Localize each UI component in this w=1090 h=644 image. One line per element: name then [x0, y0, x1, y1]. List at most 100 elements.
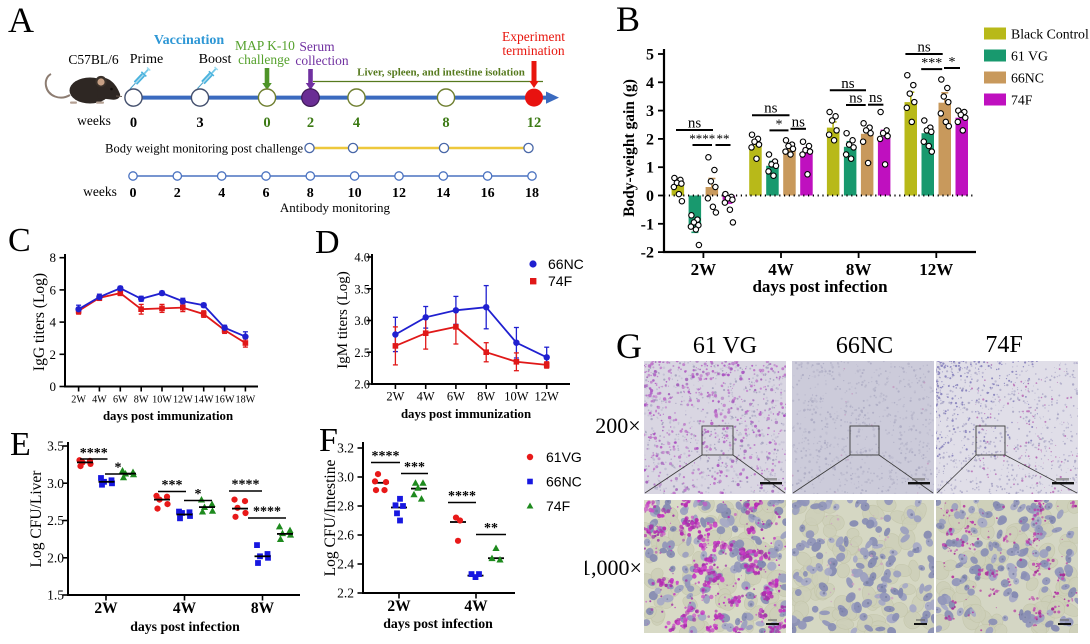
svg-text:2.8: 2.8	[337, 499, 354, 514]
svg-text:ns: ns	[688, 116, 702, 132]
svg-text:****: ****	[448, 489, 476, 504]
svg-text:74F: 74F	[985, 332, 1022, 358]
svg-text:C: C	[8, 225, 31, 259]
svg-text:8: 8	[307, 186, 314, 201]
svg-text:3.5: 3.5	[354, 282, 370, 296]
svg-text:3.2: 3.2	[337, 441, 354, 456]
svg-text:12: 12	[527, 115, 542, 131]
svg-text:***: ***	[404, 460, 425, 475]
svg-text:8: 8	[50, 250, 57, 265]
svg-text:**: **	[484, 521, 498, 536]
svg-text:IgG titers (Log): IgG titers (Log)	[31, 273, 48, 371]
svg-text:12: 12	[392, 186, 406, 201]
svg-text:termination: termination	[502, 43, 564, 58]
svg-text:-2: -2	[641, 245, 654, 262]
svg-text:Antibody monitoring: Antibody monitoring	[280, 200, 391, 215]
svg-text:18: 18	[525, 186, 539, 201]
svg-text:days post infection: days post infection	[383, 616, 493, 631]
svg-text:Liver, spleen, and intestine i: Liver, spleen, and intestine isolation	[357, 67, 525, 79]
svg-text:4: 4	[218, 186, 225, 201]
svg-text:66NC: 66NC	[836, 333, 893, 359]
svg-text:8W: 8W	[477, 390, 495, 404]
svg-text:****: ****	[253, 505, 281, 520]
svg-text:Body weight monitoring post ch: Body weight monitoring post challenge	[105, 142, 303, 156]
svg-text:0: 0	[130, 115, 137, 131]
svg-text:Serum: Serum	[299, 39, 335, 54]
svg-text:MAP K-10: MAP K-10	[235, 38, 295, 53]
svg-text:2W: 2W	[94, 600, 118, 617]
svg-text:0: 0	[50, 379, 57, 394]
svg-text:4W: 4W	[92, 395, 107, 406]
svg-text:collection: collection	[295, 53, 348, 68]
svg-text:days post infection: days post infection	[130, 619, 240, 634]
svg-text:1.5: 1.5	[47, 588, 64, 603]
svg-text:4: 4	[646, 75, 654, 92]
svg-text:1: 1	[646, 160, 654, 177]
svg-text:2W: 2W	[71, 395, 86, 406]
svg-text:*: *	[776, 118, 783, 133]
svg-text:4W: 4W	[417, 390, 435, 404]
svg-text:2.0: 2.0	[354, 378, 370, 392]
svg-text:200×: 200×	[595, 413, 640, 438]
svg-text:66NC: 66NC	[1011, 71, 1044, 86]
svg-text:ns: ns	[849, 91, 863, 107]
svg-text:4: 4	[50, 315, 57, 330]
svg-text:74F: 74F	[1011, 93, 1033, 108]
svg-text:weeks: weeks	[77, 113, 111, 128]
svg-text:3.0: 3.0	[47, 476, 64, 491]
svg-text:12W: 12W	[535, 390, 560, 404]
svg-text:10: 10	[348, 186, 362, 201]
svg-text:14W: 14W	[194, 395, 214, 406]
svg-text:***: ***	[162, 478, 183, 493]
svg-text:**: **	[717, 131, 730, 146]
svg-text:3.0: 3.0	[337, 470, 354, 485]
svg-text:***: ***	[921, 56, 942, 71]
svg-text:12W: 12W	[919, 260, 953, 279]
svg-text:days post immunization: days post immunization	[103, 409, 233, 423]
svg-text:3.5: 3.5	[47, 439, 64, 454]
svg-text:66NC: 66NC	[546, 474, 582, 490]
svg-text:IgM titers (Log): IgM titers (Log)	[335, 271, 351, 368]
svg-text:A: A	[8, 0, 34, 40]
svg-text:Log CFU/Intestine: Log CFU/Intestine	[322, 460, 339, 577]
svg-text:4W: 4W	[768, 260, 794, 279]
svg-text:****: ****	[689, 131, 715, 146]
svg-text:F: F	[320, 425, 338, 459]
svg-text:Boost: Boost	[199, 52, 232, 67]
svg-text:****: ****	[232, 478, 260, 493]
svg-text:61VG: 61VG	[546, 449, 582, 465]
svg-text:ns: ns	[792, 114, 806, 130]
svg-text:61 VG: 61 VG	[1011, 49, 1048, 64]
svg-text:74F: 74F	[546, 498, 570, 514]
svg-text:****: ****	[80, 446, 108, 461]
svg-text:Vaccination: Vaccination	[154, 33, 224, 48]
svg-text:0: 0	[263, 115, 270, 131]
svg-text:days post infection: days post infection	[752, 277, 888, 296]
svg-text:days post immunization: days post immunization	[401, 407, 531, 421]
svg-text:2.5: 2.5	[47, 513, 64, 528]
svg-text:8: 8	[442, 115, 449, 131]
svg-text:weeks: weeks	[83, 184, 117, 199]
svg-text:2W: 2W	[387, 598, 411, 615]
svg-text:5: 5	[646, 47, 654, 64]
svg-text:8W: 8W	[251, 600, 275, 617]
svg-text:challenge: challenge	[238, 52, 290, 67]
svg-text:D: D	[315, 225, 340, 261]
svg-text:6: 6	[263, 186, 270, 201]
svg-text:ns: ns	[764, 101, 778, 117]
svg-text:*: *	[949, 55, 956, 70]
svg-text:B: B	[616, 0, 640, 39]
svg-text:2.2: 2.2	[337, 586, 354, 601]
svg-text:2: 2	[307, 115, 314, 131]
svg-text:ns: ns	[841, 76, 855, 92]
svg-text:6W: 6W	[447, 390, 465, 404]
svg-text:-1: -1	[641, 216, 654, 233]
svg-text:****: ****	[372, 449, 400, 464]
svg-text:Experiment: Experiment	[502, 29, 565, 44]
svg-text:*: *	[115, 461, 122, 476]
svg-text:2.0: 2.0	[47, 550, 64, 565]
svg-text:16W: 16W	[215, 395, 235, 406]
svg-text:G: G	[616, 326, 642, 366]
svg-text:12W: 12W	[173, 395, 193, 406]
svg-text:10W: 10W	[504, 390, 529, 404]
